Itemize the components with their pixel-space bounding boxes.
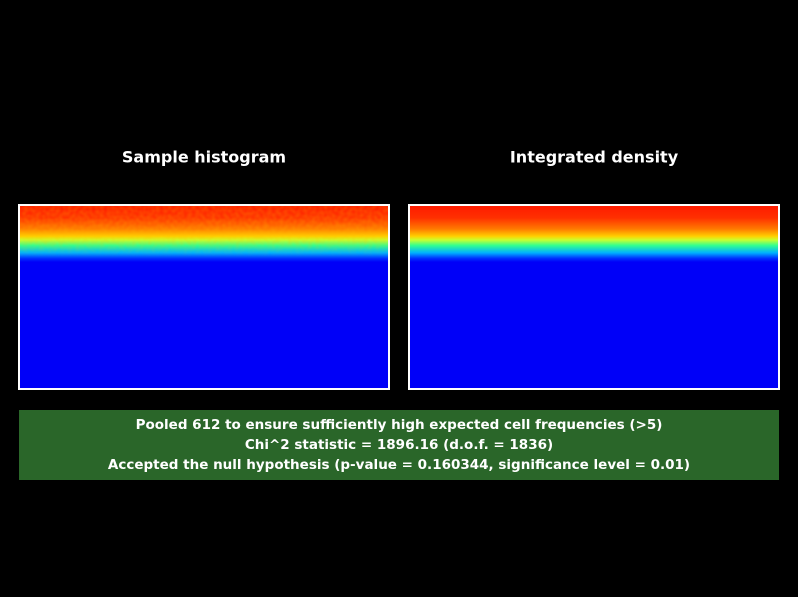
message-line: Accepted the null hypothesis (p-value = … <box>108 457 690 473</box>
message-box <box>19 410 779 480</box>
integrated-density <box>408 204 780 390</box>
panel-title: Integrated density <box>510 148 679 167</box>
sample-histogram <box>18 204 390 390</box>
message-line: Pooled 612 to ensure sufficiently high e… <box>136 417 663 433</box>
message-line: Chi^2 statistic = 1896.16 (d.o.f. = 1836… <box>245 437 553 453</box>
panel-title: Sample histogram <box>122 148 286 167</box>
